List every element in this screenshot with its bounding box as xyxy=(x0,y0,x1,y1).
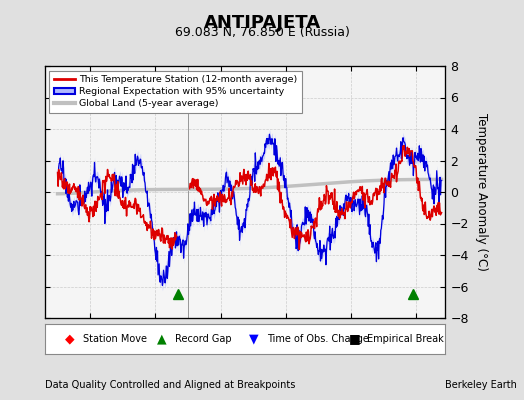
Legend: This Temperature Station (12-month average), Regional Expectation with 95% uncer: This Temperature Station (12-month avera… xyxy=(49,71,302,113)
Text: Time of Obs. Change: Time of Obs. Change xyxy=(267,334,369,344)
Text: Data Quality Controlled and Aligned at Breakpoints: Data Quality Controlled and Aligned at B… xyxy=(45,380,295,390)
Text: ■: ■ xyxy=(349,332,361,346)
Text: Record Gap: Record Gap xyxy=(175,334,232,344)
Text: ANTIPAJETA: ANTIPAJETA xyxy=(203,14,321,32)
Text: ▼: ▼ xyxy=(249,332,259,346)
Text: ▲: ▲ xyxy=(157,332,167,346)
Text: 69.083 N, 76.850 E (Russia): 69.083 N, 76.850 E (Russia) xyxy=(174,26,350,39)
Text: Station Move: Station Move xyxy=(83,334,147,344)
Text: Empirical Break: Empirical Break xyxy=(367,334,444,344)
Y-axis label: Temperature Anomaly (°C): Temperature Anomaly (°C) xyxy=(475,113,488,271)
Text: Berkeley Earth: Berkeley Earth xyxy=(445,380,517,390)
Text: ◆: ◆ xyxy=(64,332,74,346)
